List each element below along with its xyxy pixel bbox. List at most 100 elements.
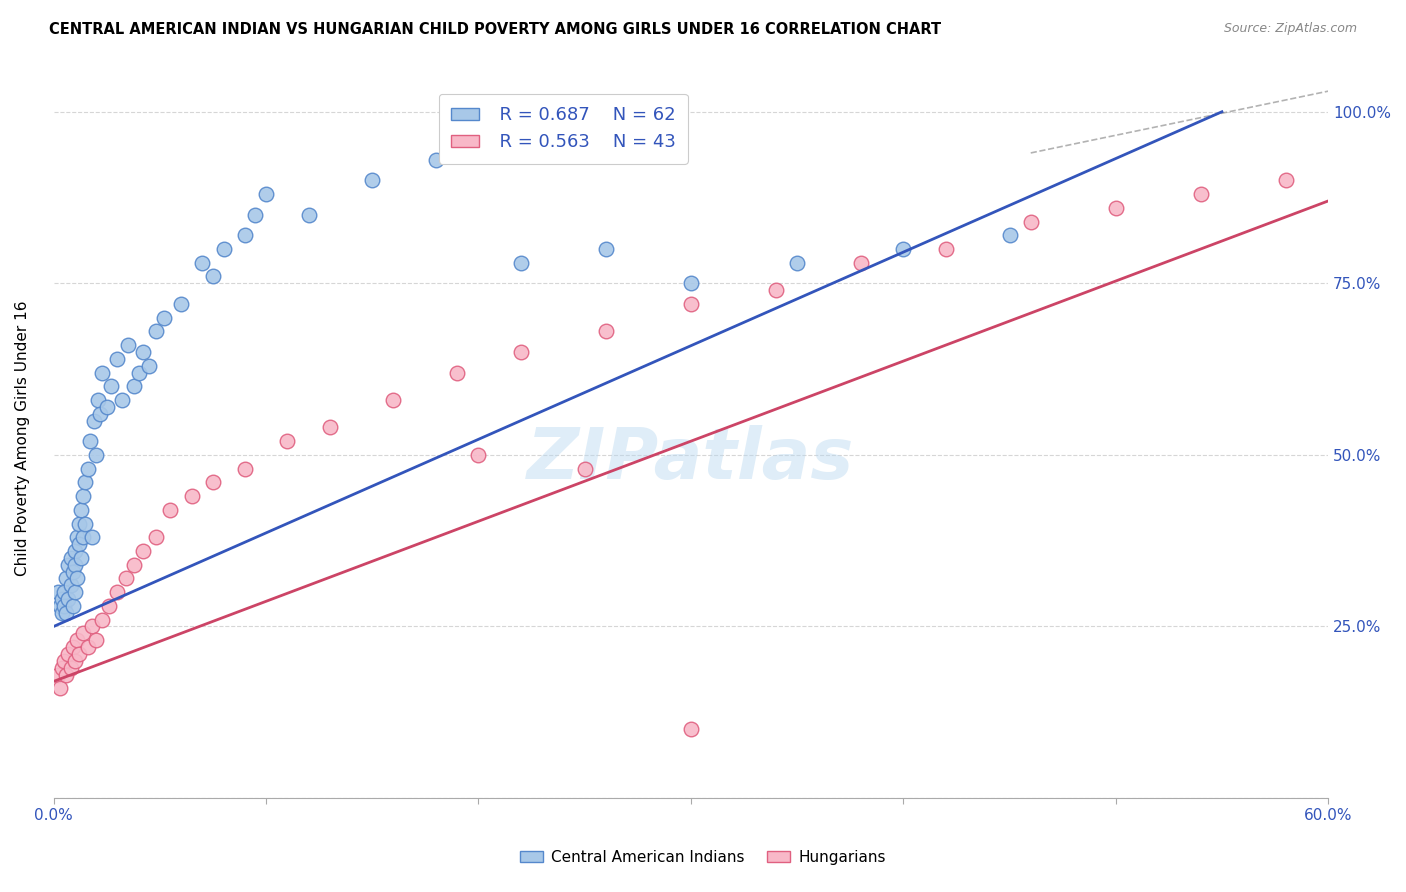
Point [51,661,73,675]
Point [80,530,103,544]
Point [66,633,89,648]
Point [55,667,77,681]
Text: CENTRAL AMERICAN INDIAN VS HUNGARIAN CHILD POVERTY AMONG GIRLS UNDER 16 CORRELAT: CENTRAL AMERICAN INDIAN VS HUNGARIAN CHI… [49,22,942,37]
Point [84,448,107,462]
Point [679,297,702,311]
Point [59,661,82,675]
Y-axis label: Child Poverty Among Girls Under 16: Child Poverty Among Girls Under 16 [15,300,30,575]
Point [191,256,214,270]
Point [76,461,98,475]
Point [124,379,146,393]
Point [72,626,94,640]
Point [67,516,90,531]
Point [70,503,93,517]
Point [58,558,80,572]
Legend:   R = 0.687    N = 62,   R = 0.563    N = 43: R = 0.687 N = 62, R = 0.563 N = 43 [439,94,688,164]
Point [87,392,110,407]
Point [55,606,77,620]
Point [159,503,181,517]
Point [510,345,533,359]
Point [1019,214,1042,228]
Point [53,599,76,613]
Point [319,420,342,434]
Point [53,585,76,599]
Point [1274,173,1296,187]
Point [51,592,73,607]
Point [83,414,105,428]
Point [105,585,128,599]
Point [76,640,98,654]
Point [132,544,155,558]
Point [63,585,86,599]
Text: ZIPatlas: ZIPatlas [527,425,855,494]
Point [62,640,84,654]
Point [55,571,77,585]
Point [67,537,90,551]
Point [361,173,384,187]
Point [53,654,76,668]
Point [70,550,93,565]
Point [180,489,202,503]
Text: Source: ZipAtlas.com: Source: ZipAtlas.com [1223,22,1357,36]
Point [276,434,298,449]
Point [998,228,1021,243]
Point [201,475,224,490]
Point [446,366,468,380]
Point [96,400,118,414]
Point [124,558,146,572]
Point [1105,201,1128,215]
Point [46,585,69,599]
Point [595,242,617,256]
Point [891,242,914,256]
Point [91,613,114,627]
Point [66,530,89,544]
Point [63,654,86,668]
Point [75,475,97,490]
Point [467,448,489,462]
Point [145,530,167,544]
Point [201,269,224,284]
Point [62,565,84,579]
Point [114,571,136,585]
Point [62,599,84,613]
Point [1189,187,1212,202]
Point [849,256,872,270]
Point [138,359,160,373]
Point [80,619,103,633]
Point [79,434,101,449]
Point [89,407,111,421]
Point [49,599,72,613]
Point [117,338,139,352]
Point [212,242,235,256]
Point [297,208,319,222]
Point [382,392,405,407]
Point [510,256,533,270]
Legend: Central American Indians, Hungarians: Central American Indians, Hungarians [515,844,891,871]
Point [233,228,256,243]
Point [58,647,80,661]
Point [66,571,89,585]
Point [58,592,80,607]
Point [59,550,82,565]
Point [75,516,97,531]
Point [254,187,277,202]
Point [46,667,69,681]
Point [51,606,73,620]
Point [97,599,120,613]
Point [59,578,82,592]
Point [84,633,107,648]
Point [679,277,702,291]
Point [72,489,94,503]
Point [679,723,702,737]
Point [132,345,155,359]
Point [233,461,256,475]
Point [935,242,957,256]
Point [63,544,86,558]
Point [153,310,176,325]
Point [425,153,447,167]
Point [67,647,90,661]
Point [786,256,808,270]
Point [91,366,114,380]
Point [63,558,86,572]
Point [245,208,267,222]
